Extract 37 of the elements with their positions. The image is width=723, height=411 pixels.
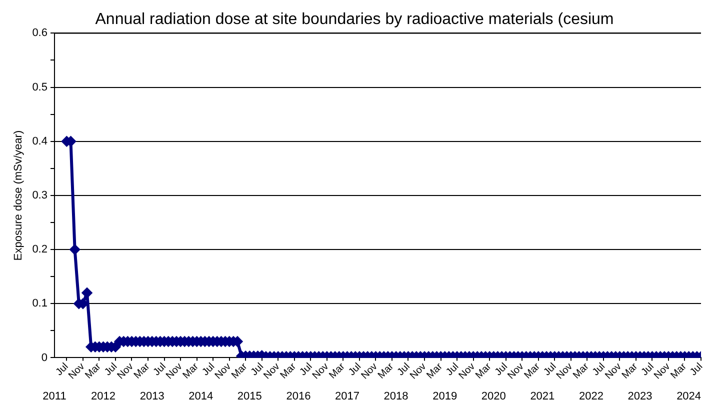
x-tick-label: Mar [376,360,397,382]
x-tick-label: Mar [230,360,250,382]
x2-tick-label: 2013 [140,390,164,402]
x-tick-label: Mar [83,360,104,382]
x2-tick-label: 2011 [42,390,66,402]
x2-tick-label: 2012 [91,390,116,402]
x2-tick-label: 2022 [578,390,604,402]
y-tick-label: 0 [41,352,48,364]
x-tick-label: Mar [474,360,494,382]
x2-tick-label: 2019 [432,390,458,402]
y-axis-title: Exposure dose (mSv/year) [12,130,25,261]
x-tick-label: Mar [132,360,153,382]
x-tick-label: Mar [620,360,640,382]
x-tick-label: Mar [327,360,348,382]
y-tick-label: 0.5 [32,81,48,94]
x-tick-label: Mar [424,360,446,382]
y-tick-label: 0.1 [32,298,48,310]
x2-tick-label: 2014 [188,390,214,402]
chart-title: Annual radiation dose at site boundaries by radioactive materials (cesium [95,11,614,28]
x2-tick-label: 2024 [676,390,702,402]
x2-tick-label: 2023 [628,390,652,402]
x-tick-label: Jul [688,361,706,378]
x-tick-label: Mar [278,360,299,382]
x2-tick-label: 2017 [335,390,360,402]
x2-tick-label: 2016 [286,390,311,402]
x2-tick-label: 2021 [530,390,555,402]
x-tick-label: Mar [522,360,543,382]
x-tick-label: Mar [571,360,592,382]
x2-tick-label: 2020 [481,390,506,402]
x2-tick-label: 2015 [237,390,262,402]
x-tick-label: Mar [668,360,690,382]
y-tick-label: 0.4 [32,135,48,148]
y-tick-label: 0.6 [32,27,48,40]
x-tick-label: Mar [180,360,202,382]
y-tick-label: 0.2 [32,244,48,256]
x2-tick-label: 2018 [384,390,408,402]
y-tick-label: 0.3 [32,190,48,202]
